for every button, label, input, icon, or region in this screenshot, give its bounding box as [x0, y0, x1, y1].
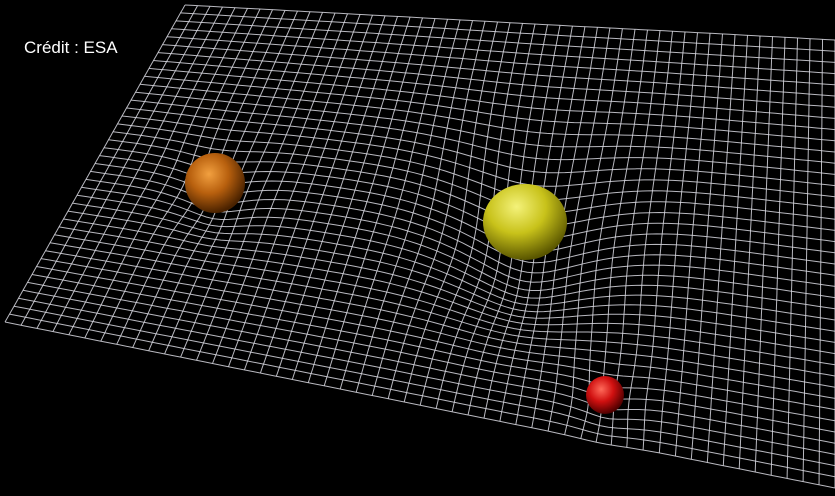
grid-line [126, 107, 835, 187]
grid-line [153, 60, 835, 119]
grid-line [130, 99, 835, 175]
grid-line [166, 36, 835, 86]
grid-line [9, 313, 835, 478]
grid-line [175, 20, 835, 63]
grid-line [13, 305, 835, 467]
grid-line [117, 123, 835, 209]
grid-line [171, 28, 835, 75]
grid-line [22, 289, 835, 444]
grid-line [72, 202, 835, 321]
grid-line [45, 250, 835, 388]
grid-line [148, 67, 835, 131]
grid-line [144, 75, 835, 142]
grid-line [76, 194, 835, 310]
grid-line [162, 44, 835, 97]
grid-line [180, 12, 835, 52]
grid-line [81, 186, 835, 299]
grid-line [58, 226, 835, 355]
grid-line [63, 218, 835, 343]
grid-line [121, 115, 835, 198]
yellow-sphere [483, 184, 567, 260]
grid-line [112, 131, 835, 220]
red-sphere [586, 376, 624, 414]
grid-line [4, 321, 835, 489]
grid-line [27, 281, 835, 433]
grid-line [36, 266, 835, 411]
grid-line [157, 52, 835, 108]
grid-line [18, 297, 835, 455]
grid-line [67, 210, 835, 332]
grid-line [54, 234, 835, 366]
grid-line [49, 242, 835, 377]
grid-line [40, 258, 835, 399]
credit: Crédit : ESA [24, 38, 118, 57]
grid-line [184, 4, 835, 41]
grid-line [31, 274, 835, 422]
grid-line [135, 91, 835, 164]
orange-sphere [185, 153, 245, 213]
grid-line [139, 83, 835, 153]
